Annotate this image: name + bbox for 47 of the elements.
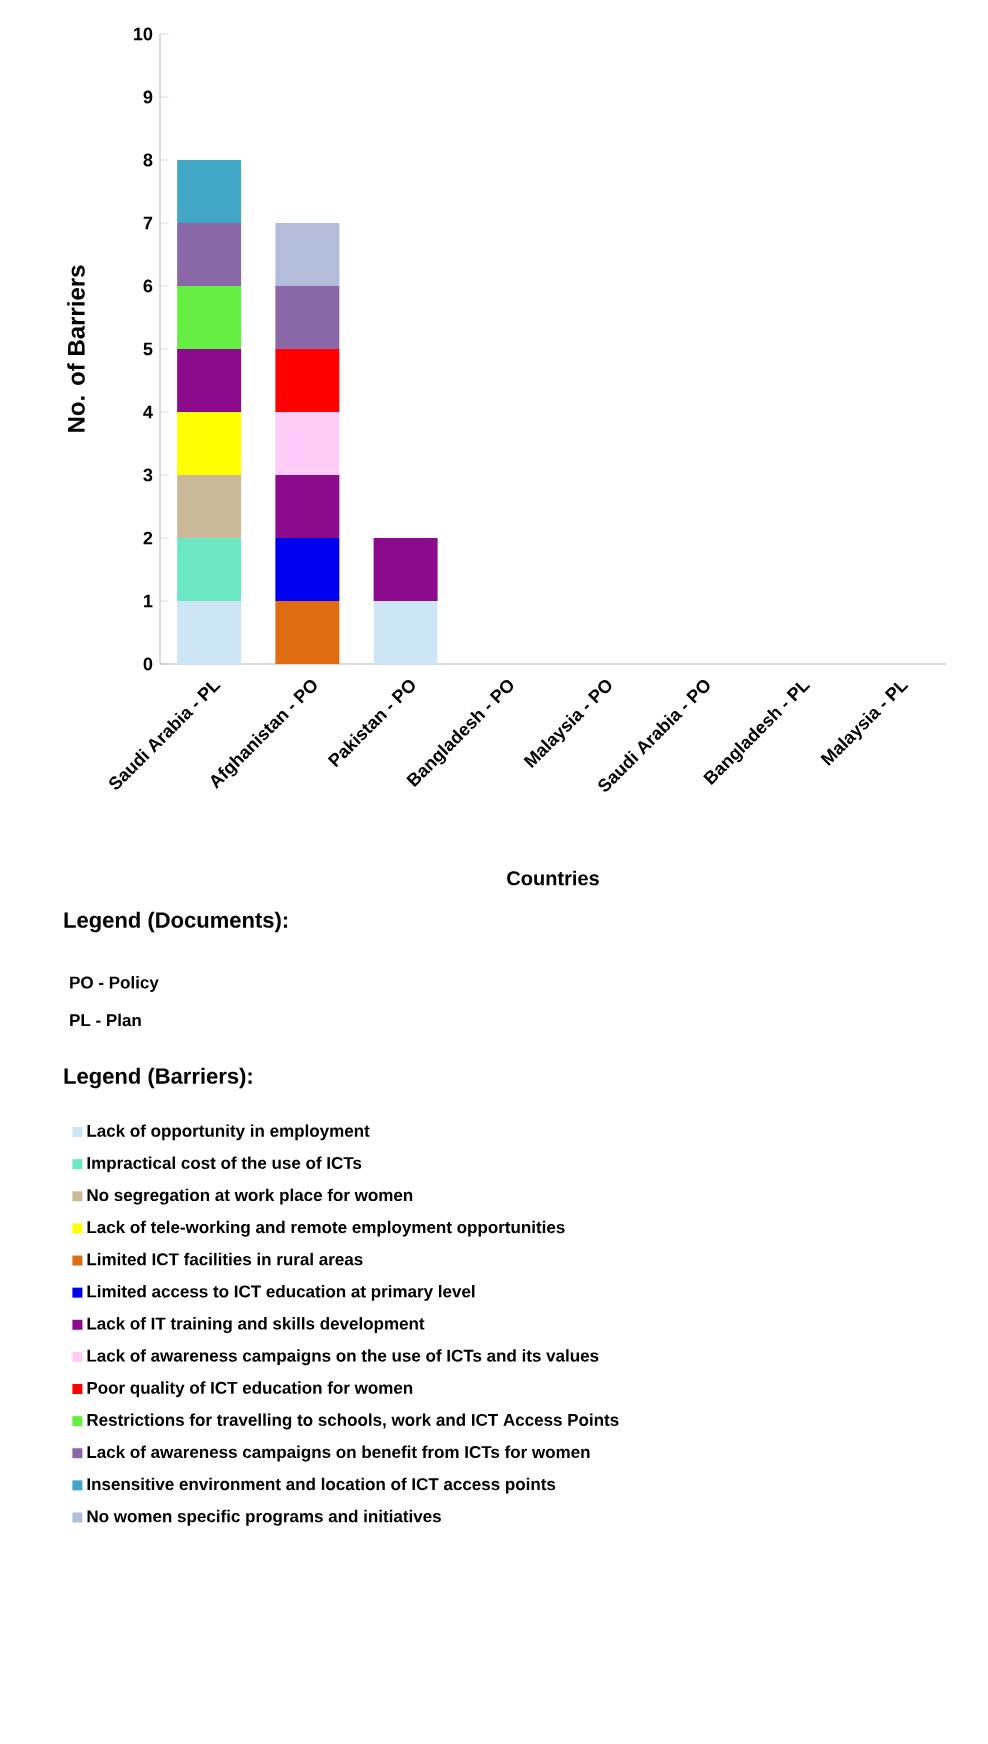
text: PL - Plan: [70, 1013, 141, 1027]
y-axis-title: No. of Barriers: [67, 265, 85, 432]
legend-label: Insensitive environment and location of ICT access points: [87, 1477, 556, 1494]
bar: [177, 475, 242, 538]
bar: [275, 538, 340, 601]
y-tick-label: 0: [143, 657, 153, 671]
y-tick-label: 5: [143, 342, 153, 356]
legend-label: No segregation at work place for women: [87, 1188, 413, 1205]
bar: [177, 601, 242, 664]
bar: [177, 349, 242, 412]
bar: [275, 475, 340, 538]
bar: [177, 538, 242, 601]
y-tick-label: 4: [143, 405, 153, 419]
y-tick-label: 7: [143, 216, 153, 230]
legend-label: Restrictions for travelling to schools, work and ICT Access Points: [87, 1413, 619, 1430]
x-axis-title: Countries: [507, 870, 599, 886]
legend-label: Lack of tele-working and remote employment opportunities: [87, 1220, 565, 1237]
bar: [275, 349, 340, 412]
legend-label: Poor quality of ICT education for women: [87, 1381, 413, 1398]
bar: [275, 223, 340, 286]
legend-label: Lack of awareness campaigns on benefit from ICTs for women: [87, 1445, 590, 1462]
text: Legend (Documents):: [64, 911, 288, 933]
y-tick-label: 10: [134, 27, 153, 41]
y-tick-label: 9: [143, 90, 153, 104]
y-tick-label: 1: [144, 594, 153, 608]
bar: [373, 538, 438, 601]
legend-label: Limited access to ICT education at primary level: [87, 1284, 475, 1301]
bar: [177, 223, 242, 286]
bar: [177, 286, 242, 349]
y-tick-label: 3: [143, 468, 153, 482]
bar: [275, 286, 340, 349]
legend-label: Lack of awareness campaigns on the use of ICTs and its values: [87, 1349, 599, 1366]
y-tick-label: 8: [143, 153, 153, 167]
legend-label: No women specific programs and initiatives: [87, 1509, 441, 1526]
bar: [275, 412, 340, 475]
y-tick-label: 2: [143, 531, 153, 545]
y-tick-label: 6: [143, 279, 153, 293]
legend-title: Legend (Barriers):: [64, 1067, 252, 1089]
legend-label: Lack of IT training and skills development: [87, 1317, 425, 1334]
bar: [373, 601, 438, 664]
legend-label: Limited ICT facilities in rural areas: [87, 1252, 363, 1266]
bar: [177, 160, 242, 223]
bar: [177, 412, 242, 475]
legend-label: Impractical cost of the use of ICTs: [87, 1156, 362, 1173]
text: PO - Policy: [70, 976, 159, 992]
bar: [275, 601, 340, 664]
legend-label: Lack of opportunity in employment: [87, 1124, 370, 1141]
